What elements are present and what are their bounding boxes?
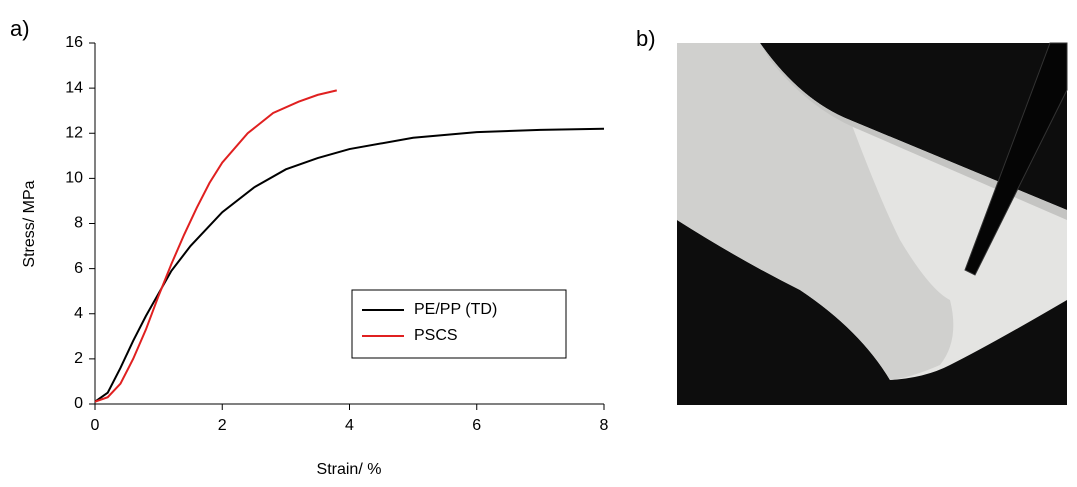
y-tick-label: 0 — [74, 395, 83, 412]
y-tick-label: 4 — [74, 305, 83, 322]
x-tick-label: 8 — [600, 417, 609, 434]
x-tick-label: 4 — [345, 417, 354, 434]
y-tick-label: 16 — [65, 34, 83, 51]
panel-label: a) — [10, 16, 30, 41]
y-axis-title: Stress/ MPa — [21, 180, 38, 267]
panel-label: b) — [636, 26, 656, 51]
y-tick-label: 10 — [65, 170, 83, 187]
x-tick-label: 0 — [91, 417, 100, 434]
y-tick-label: 12 — [65, 124, 83, 141]
x-axis-title: Strain/ % — [317, 461, 382, 478]
legend-box — [351, 289, 567, 359]
legend-label: PE/PP (TD) — [414, 301, 497, 318]
y-tick-label: 14 — [65, 79, 83, 96]
x-tick-label: 2 — [218, 417, 227, 434]
line-series — [94, 127, 605, 403]
x-tick-label: 6 — [472, 417, 481, 434]
y-tick-label: 8 — [74, 215, 83, 232]
line-series — [94, 89, 338, 403]
legend-label: PSCS — [414, 327, 458, 344]
photo — [677, 42, 1068, 405]
y-tick-label: 6 — [74, 260, 83, 277]
y-tick-label: 2 — [74, 350, 83, 367]
